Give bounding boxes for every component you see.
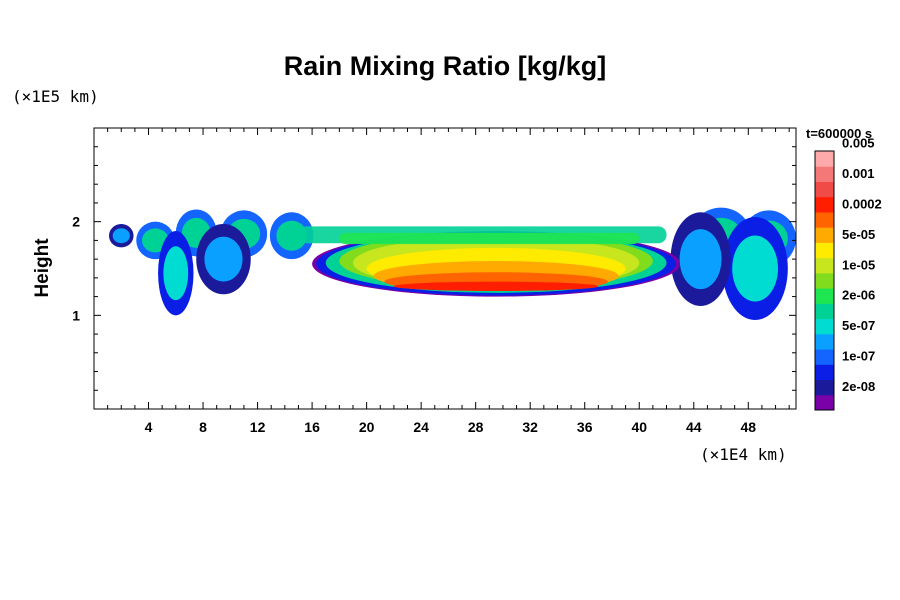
colorbar-segment (815, 394, 834, 411)
y-tick-label: 2 (72, 214, 80, 230)
rain-cell-core (679, 229, 722, 290)
colorbar-label: 2e-08 (842, 379, 875, 394)
x-tick-label: 28 (468, 419, 484, 435)
rain-cell-core (163, 246, 189, 301)
colorbar-label: 0.005 (842, 135, 875, 150)
rain-cell-core (732, 235, 779, 302)
rain-cell-core (141, 228, 169, 253)
y-axis-label: Height (32, 238, 53, 298)
x-tick-label: 8 (199, 419, 207, 435)
colorbar-segment (815, 272, 834, 289)
x-axis: 4 8 12 16 20 24 28 32 36 40 44 48 (107, 128, 790, 435)
colorbar-label: 5e-05 (842, 227, 875, 242)
x-tick-label: 12 (250, 419, 266, 435)
colorbar-segment (815, 242, 834, 259)
cloud-top-band-core (339, 232, 640, 245)
colorbar-segment (815, 318, 834, 335)
y-axis: 12 (72, 146, 796, 391)
colorbar-segment (815, 211, 834, 228)
y-tick-label: 1 (72, 307, 80, 323)
colorbar-segment (815, 333, 834, 350)
plot-frame (93, 127, 797, 410)
colorbar-segment (815, 349, 834, 365)
colorbar-label: 1e-05 (842, 257, 875, 272)
colorbar-segment (815, 257, 834, 274)
chart-title: Rain Mixing Ratio [kg/kg] (284, 51, 607, 81)
colorbar-segment (815, 181, 834, 198)
colorbar-segment (815, 379, 834, 396)
colorbar-segment (815, 196, 834, 213)
colorbar-label: 0.0002 (842, 196, 882, 211)
x-unit-label: (×1E4 km) (700, 445, 787, 464)
colorbar-label: 2e-06 (842, 288, 875, 303)
x-tick-label: 48 (741, 419, 757, 435)
x-tick-label: 20 (359, 419, 375, 435)
colorbar-segment (815, 303, 834, 320)
x-tick-label: 4 (145, 419, 153, 435)
rain-cell-core (276, 220, 307, 251)
x-tick-label: 24 (413, 419, 429, 435)
time-label: t=600000 s (806, 126, 872, 141)
x-tick-label: 36 (577, 419, 593, 435)
colorbar-label: 5e-07 (842, 318, 875, 333)
x-tick-label: 40 (631, 419, 647, 435)
x-tick-label: 32 (522, 419, 538, 435)
colorbar: 2e-08 1e-07 5e-07 2e-06 1e-05 5e-05 0.0002 0.00… (814, 135, 882, 411)
rain-field (108, 207, 796, 321)
rain-contour (393, 281, 599, 291)
colorbar-segment (815, 364, 834, 381)
rain-cell-core (112, 228, 130, 244)
x-tick-label: 16 (304, 419, 320, 435)
colorbar-segment (815, 288, 834, 304)
y-unit-label: (×1E5 km) (12, 87, 99, 106)
colorbar-segment (815, 227, 834, 243)
colorbar-frame (814, 150, 835, 411)
x-tick-label: 44 (686, 419, 702, 435)
colorbar-segment (815, 151, 834, 167)
rain-cell-core (204, 236, 243, 282)
colorbar-segment (815, 166, 834, 182)
colorbar-label: 1e-07 (842, 349, 875, 364)
colorbar-label: 0.001 (842, 166, 875, 181)
